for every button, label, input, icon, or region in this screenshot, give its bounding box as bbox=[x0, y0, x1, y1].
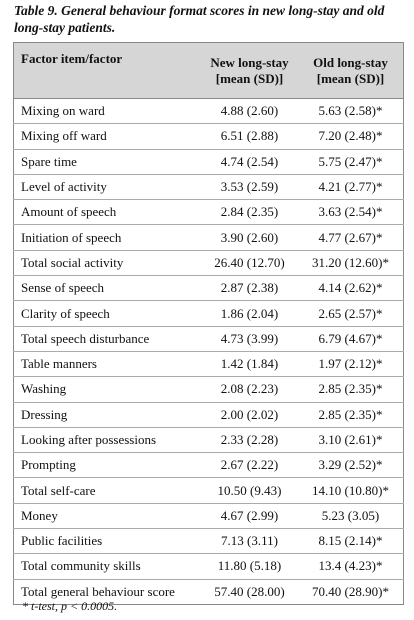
table-cell: 5.23 (3.05) bbox=[298, 502, 404, 529]
table-cell: 2.67 (2.22) bbox=[201, 452, 298, 478]
table-cell: 70.40 (28.90)* bbox=[298, 578, 404, 605]
table-cell: 2.00 (2.02) bbox=[201, 401, 298, 428]
table: Factor item/factor New long-stay [mean (SD… bbox=[13, 42, 404, 605]
table-body: Mixing on ward 4.88 (2.60) 5.63 (2.58)* Mix… bbox=[13, 97, 404, 605]
table-cell: Sense of speech bbox=[13, 275, 201, 301]
footnote: * t-test, p < 0.0005. bbox=[22, 599, 118, 613]
table-row: Washing 2.08 (2.23) 2.85 (2.35)* bbox=[13, 376, 404, 403]
table-cell: 4.67 (2.99) bbox=[201, 502, 298, 529]
table-row: Public facilities 7.13 (3.11) 8.15 (2.14)* bbox=[13, 528, 404, 554]
table-cell: 26.40 (12.70) bbox=[201, 249, 298, 276]
table-cell: 3.63 (2.54)* bbox=[298, 199, 404, 225]
table-cell: 4.74 (2.54) bbox=[201, 148, 298, 175]
table-cell: Table manners bbox=[13, 350, 201, 377]
table-cell: 3.29 (2.52)* bbox=[298, 452, 404, 478]
table-cell: 2.84 (2.35) bbox=[201, 199, 298, 225]
table-cell: Dressing bbox=[13, 401, 201, 428]
header-line: Old long-stay bbox=[313, 54, 388, 70]
table-row: Total social activity 26.40 (12.70) 31.20 … bbox=[13, 249, 404, 276]
table-cell: Mixing on ward bbox=[13, 97, 201, 124]
table-row: Looking after possessions 2.33 (2.28) 3.10… bbox=[13, 426, 404, 453]
table-cell: Total social activity bbox=[13, 249, 201, 276]
table-cell: Initiation of speech bbox=[13, 224, 201, 251]
table-cell: 2.87 (2.38) bbox=[201, 275, 298, 301]
table-cell: 1.42 (1.84) bbox=[201, 350, 298, 377]
table-row: Prompting 2.67 (2.22) 3.29 (2.52)* bbox=[13, 452, 404, 478]
table-row: Spare time 4.74 (2.54) 5.75 (2.47)* bbox=[13, 148, 404, 175]
table-cell: Level of activity bbox=[13, 173, 201, 200]
table-cell: 5.63 (2.58)* bbox=[298, 97, 404, 124]
header-cell: New long-stay [mean (SD)] bbox=[201, 42, 298, 99]
table-cell: Prompting bbox=[13, 452, 201, 478]
table-cell: 3.90 (2.60) bbox=[201, 224, 298, 251]
table-cell: 3.10 (2.61)* bbox=[298, 426, 404, 453]
table-cell: Money bbox=[13, 502, 201, 529]
header-cell: Old long-stay [mean (SD)] bbox=[298, 42, 404, 99]
table-cell: 6.51 (2.88) bbox=[201, 123, 298, 150]
table-cell: Spare time bbox=[13, 148, 201, 175]
table-cell: 11.80 (5.18) bbox=[201, 553, 298, 580]
table-cell: 8.15 (2.14)* bbox=[298, 528, 404, 554]
table-cell: 2.33 (2.28) bbox=[201, 426, 298, 453]
table-cell: Amount of speech bbox=[13, 199, 201, 225]
table-cell: 7.13 (3.11) bbox=[201, 528, 298, 554]
table-cell: Public facilities bbox=[13, 528, 201, 554]
table-cell: 4.14 (2.62)* bbox=[298, 275, 404, 301]
table-cell: 1.86 (2.04) bbox=[201, 300, 298, 327]
header-cell: Factor item/factor bbox=[13, 42, 201, 99]
table-cell: 4.73 (3.99) bbox=[201, 325, 298, 352]
table-cell: 4.88 (2.60) bbox=[201, 97, 298, 124]
table-cell: 2.65 (2.57)* bbox=[298, 300, 404, 327]
table-cell: 7.20 (2.48)* bbox=[298, 123, 404, 150]
table-cell: 14.10 (10.80)* bbox=[298, 477, 404, 504]
table-cell: 13.4 (4.23)* bbox=[298, 553, 404, 580]
table-cell: 4.21 (2.77)* bbox=[298, 173, 404, 200]
table-row: Table manners 1.42 (1.84) 1.97 (2.12)* bbox=[13, 350, 404, 377]
table-cell: 2.85 (2.35)* bbox=[298, 376, 404, 403]
table-cell: Total general behaviour score bbox=[13, 578, 201, 605]
table-row: Mixing on ward 4.88 (2.60) 5.63 (2.58)* bbox=[13, 97, 404, 124]
table-row: Dressing 2.00 (2.02) 2.85 (2.35)* bbox=[13, 401, 404, 428]
table-cell: Washing bbox=[13, 376, 201, 403]
table-cell: Total speech disturbance bbox=[13, 325, 201, 352]
table-row: Total self-care 10.50 (9.43) 14.10 (10.80)… bbox=[13, 477, 404, 504]
table-cell: 2.85 (2.35)* bbox=[298, 401, 404, 428]
table-cell: 31.20 (12.60)* bbox=[298, 249, 404, 276]
table-row: Total community skills 11.80 (5.18) 13.4 (… bbox=[13, 553, 404, 580]
table-cell: Looking after possessions bbox=[13, 426, 201, 453]
table-cell: 2.08 (2.23) bbox=[201, 376, 298, 403]
table-row: Money 4.67 (2.99) 5.23 (3.05) bbox=[13, 502, 404, 529]
table-cell: 6.79 (4.67)* bbox=[298, 325, 404, 352]
table-cell: Mixing off ward bbox=[13, 123, 201, 150]
table-cell: 57.40 (28.00) bbox=[201, 578, 298, 605]
header-row: Factor item/factor New long-stay [mean (SD… bbox=[13, 42, 404, 99]
table-row: Total speech disturbance 4.73 (3.99) 6.79 … bbox=[13, 325, 404, 352]
table-cell: Total self-care bbox=[13, 477, 201, 504]
table-row: Sense of speech 2.87 (2.38) 4.14 (2.62)* bbox=[13, 275, 404, 301]
table-cell: 10.50 (9.43) bbox=[201, 477, 298, 504]
caption: Table 9. General behaviour format scores… bbox=[14, 3, 385, 35]
table-row: Amount of speech 2.84 (2.35) 3.63 (2.54)* bbox=[13, 199, 404, 225]
header-line: [mean (SD)] bbox=[316, 70, 385, 86]
table-cell: 3.53 (2.59) bbox=[201, 173, 298, 200]
table-cell: 4.77 (2.67)* bbox=[298, 224, 404, 251]
header-line: New long-stay bbox=[210, 54, 289, 70]
table-cell: Total community skills bbox=[13, 553, 201, 580]
table-row: Clarity of speech 1.86 (2.04) 2.65 (2.57)* bbox=[13, 300, 404, 327]
table-cell: Clarity of speech bbox=[13, 300, 201, 327]
header-line: Factor item/factor bbox=[21, 51, 123, 66]
table-row: Mixing off ward 6.51 (2.88) 7.20 (2.48)* bbox=[13, 123, 404, 150]
table-row: Initiation of speech 3.90 (2.60) 4.77 (2.6… bbox=[13, 224, 404, 251]
table-row: Level of activity 3.53 (2.59) 4.21 (2.77)* bbox=[13, 173, 404, 200]
header-line: [mean (SD)] bbox=[215, 70, 284, 86]
table-row: Total general behaviour score 57.40 (28.0… bbox=[13, 578, 404, 605]
table-cell: 1.97 (2.12)* bbox=[298, 350, 404, 377]
table-cell: 5.75 (2.47)* bbox=[298, 148, 404, 175]
